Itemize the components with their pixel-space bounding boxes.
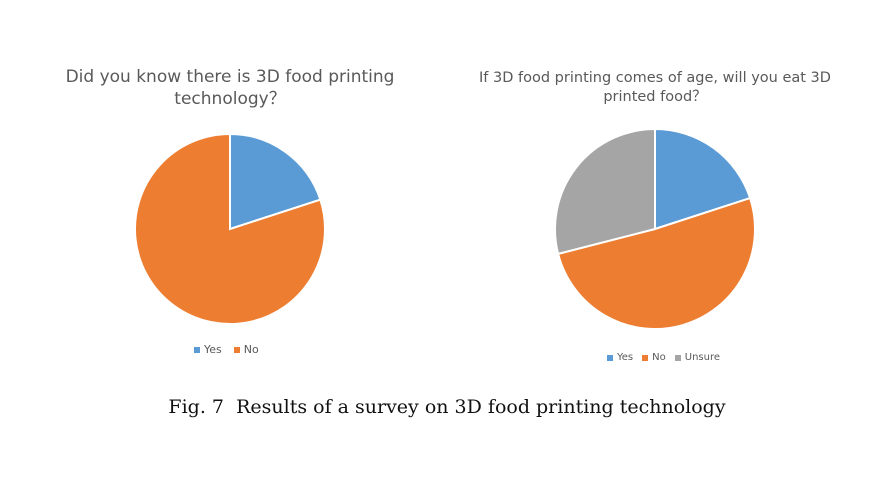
legend-swatch-yes [194,346,200,353]
legend-swatch-yes [607,354,613,361]
pie-slice-yes [654,127,752,231]
chart-2-legend: Yes No Unsure [607,352,720,363]
legend-label: No [243,343,259,356]
chart-1-title: Did you know there is 3D food printing t… [65,67,395,110]
chart-2-legend-item-yes: Yes [607,352,633,363]
figure-caption: Fig. 7 Results of a survey on 3D food pr… [168,396,726,418]
legend-label: Unsure [684,352,721,363]
chart-2-title: If 3D food printing comes of age, will y… [479,70,831,105]
pie-slice-no [134,132,326,325]
pie-slice-yes [229,132,322,231]
chart-1-legend-item-yes: Yes [194,343,222,356]
chart-1-legend: Yes No [194,343,259,356]
chart-2-legend-item-unsure: Unsure [674,352,721,363]
legend-label: No [652,352,666,363]
pie-slice-no [556,196,756,330]
chart-2-pie [554,127,756,330]
legend-swatch-no [233,346,240,353]
chart-2-legend-item-no: No [642,352,666,363]
chart-1-pie [134,132,326,325]
legend-label: Yes [617,352,634,363]
pie-slice-unsure [554,127,656,256]
legend-swatch-unsure [674,354,681,361]
legend-label: Yes [204,343,222,356]
chart-1-legend-item-no: No [233,343,259,356]
legend-swatch-no [642,354,649,361]
